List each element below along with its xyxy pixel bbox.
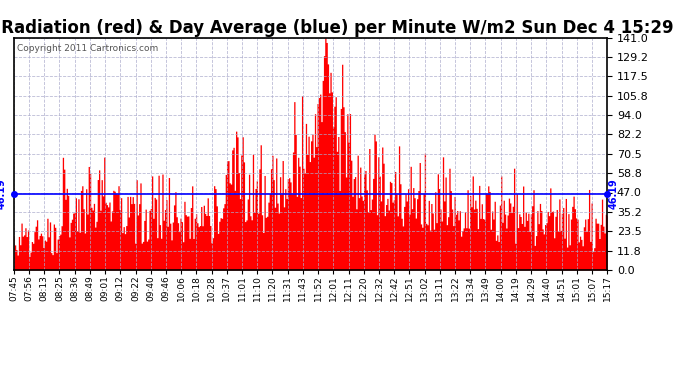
Title: Solar Radiation (red) & Day Average (blue) per Minute W/m2 Sun Dec 4 15:29: Solar Radiation (red) & Day Average (blu… <box>0 20 674 38</box>
Text: 46.19: 46.19 <box>0 178 7 209</box>
Text: 46.19: 46.19 <box>609 178 618 209</box>
Text: Copyright 2011 Cartronics.com: Copyright 2011 Cartronics.com <box>17 45 158 54</box>
